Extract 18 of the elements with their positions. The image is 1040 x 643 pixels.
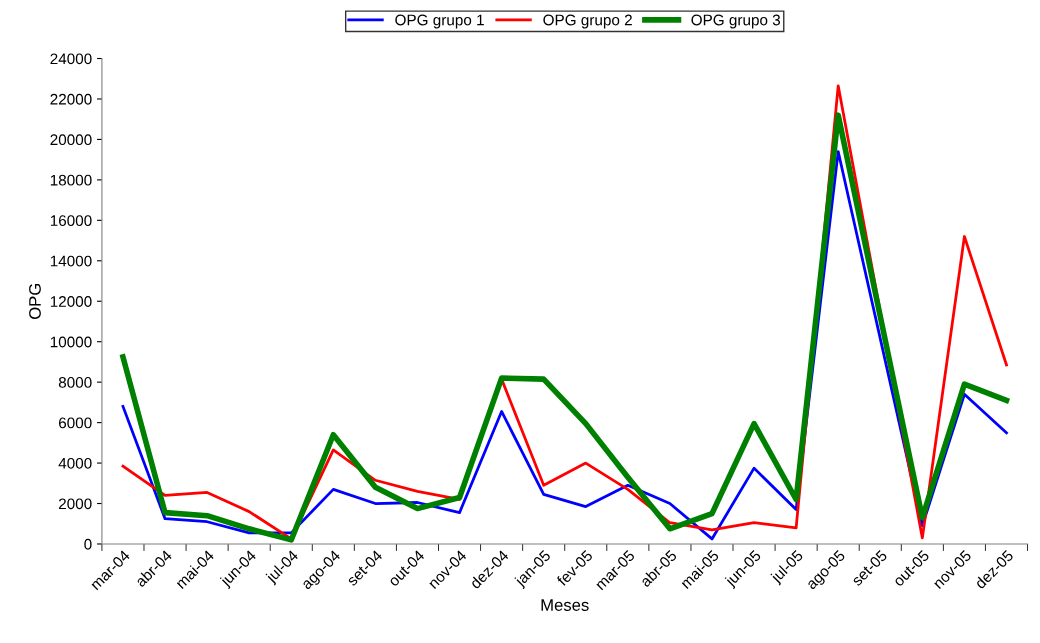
y-axis-title: OPG bbox=[29, 283, 41, 319]
legend-label: OPG grupo 3 bbox=[691, 14, 781, 29]
y-tick-label: 10000 bbox=[50, 336, 92, 348]
y-tick-label: 24000 bbox=[50, 53, 92, 65]
y-tick-label: 14000 bbox=[50, 255, 92, 267]
y-tick-label: 6000 bbox=[58, 417, 92, 429]
legend-label: OPG grupo 1 bbox=[395, 14, 484, 29]
legend-label: OPG grupo 2 bbox=[543, 14, 632, 29]
y-tick-label: 8000 bbox=[58, 377, 92, 388]
y-tick-label: 4000 bbox=[58, 457, 92, 469]
y-tick-label: 18000 bbox=[50, 174, 92, 186]
y-tick-label: 12000 bbox=[50, 296, 92, 307]
x-axis-title: Meses bbox=[541, 599, 589, 611]
y-tick-label: 16000 bbox=[50, 215, 92, 227]
y-tick-label: 2000 bbox=[58, 498, 92, 510]
y-tick-label: 22000 bbox=[50, 93, 92, 105]
y-tick-label: 20000 bbox=[50, 134, 92, 146]
y-tick-label: 0 bbox=[84, 538, 92, 550]
